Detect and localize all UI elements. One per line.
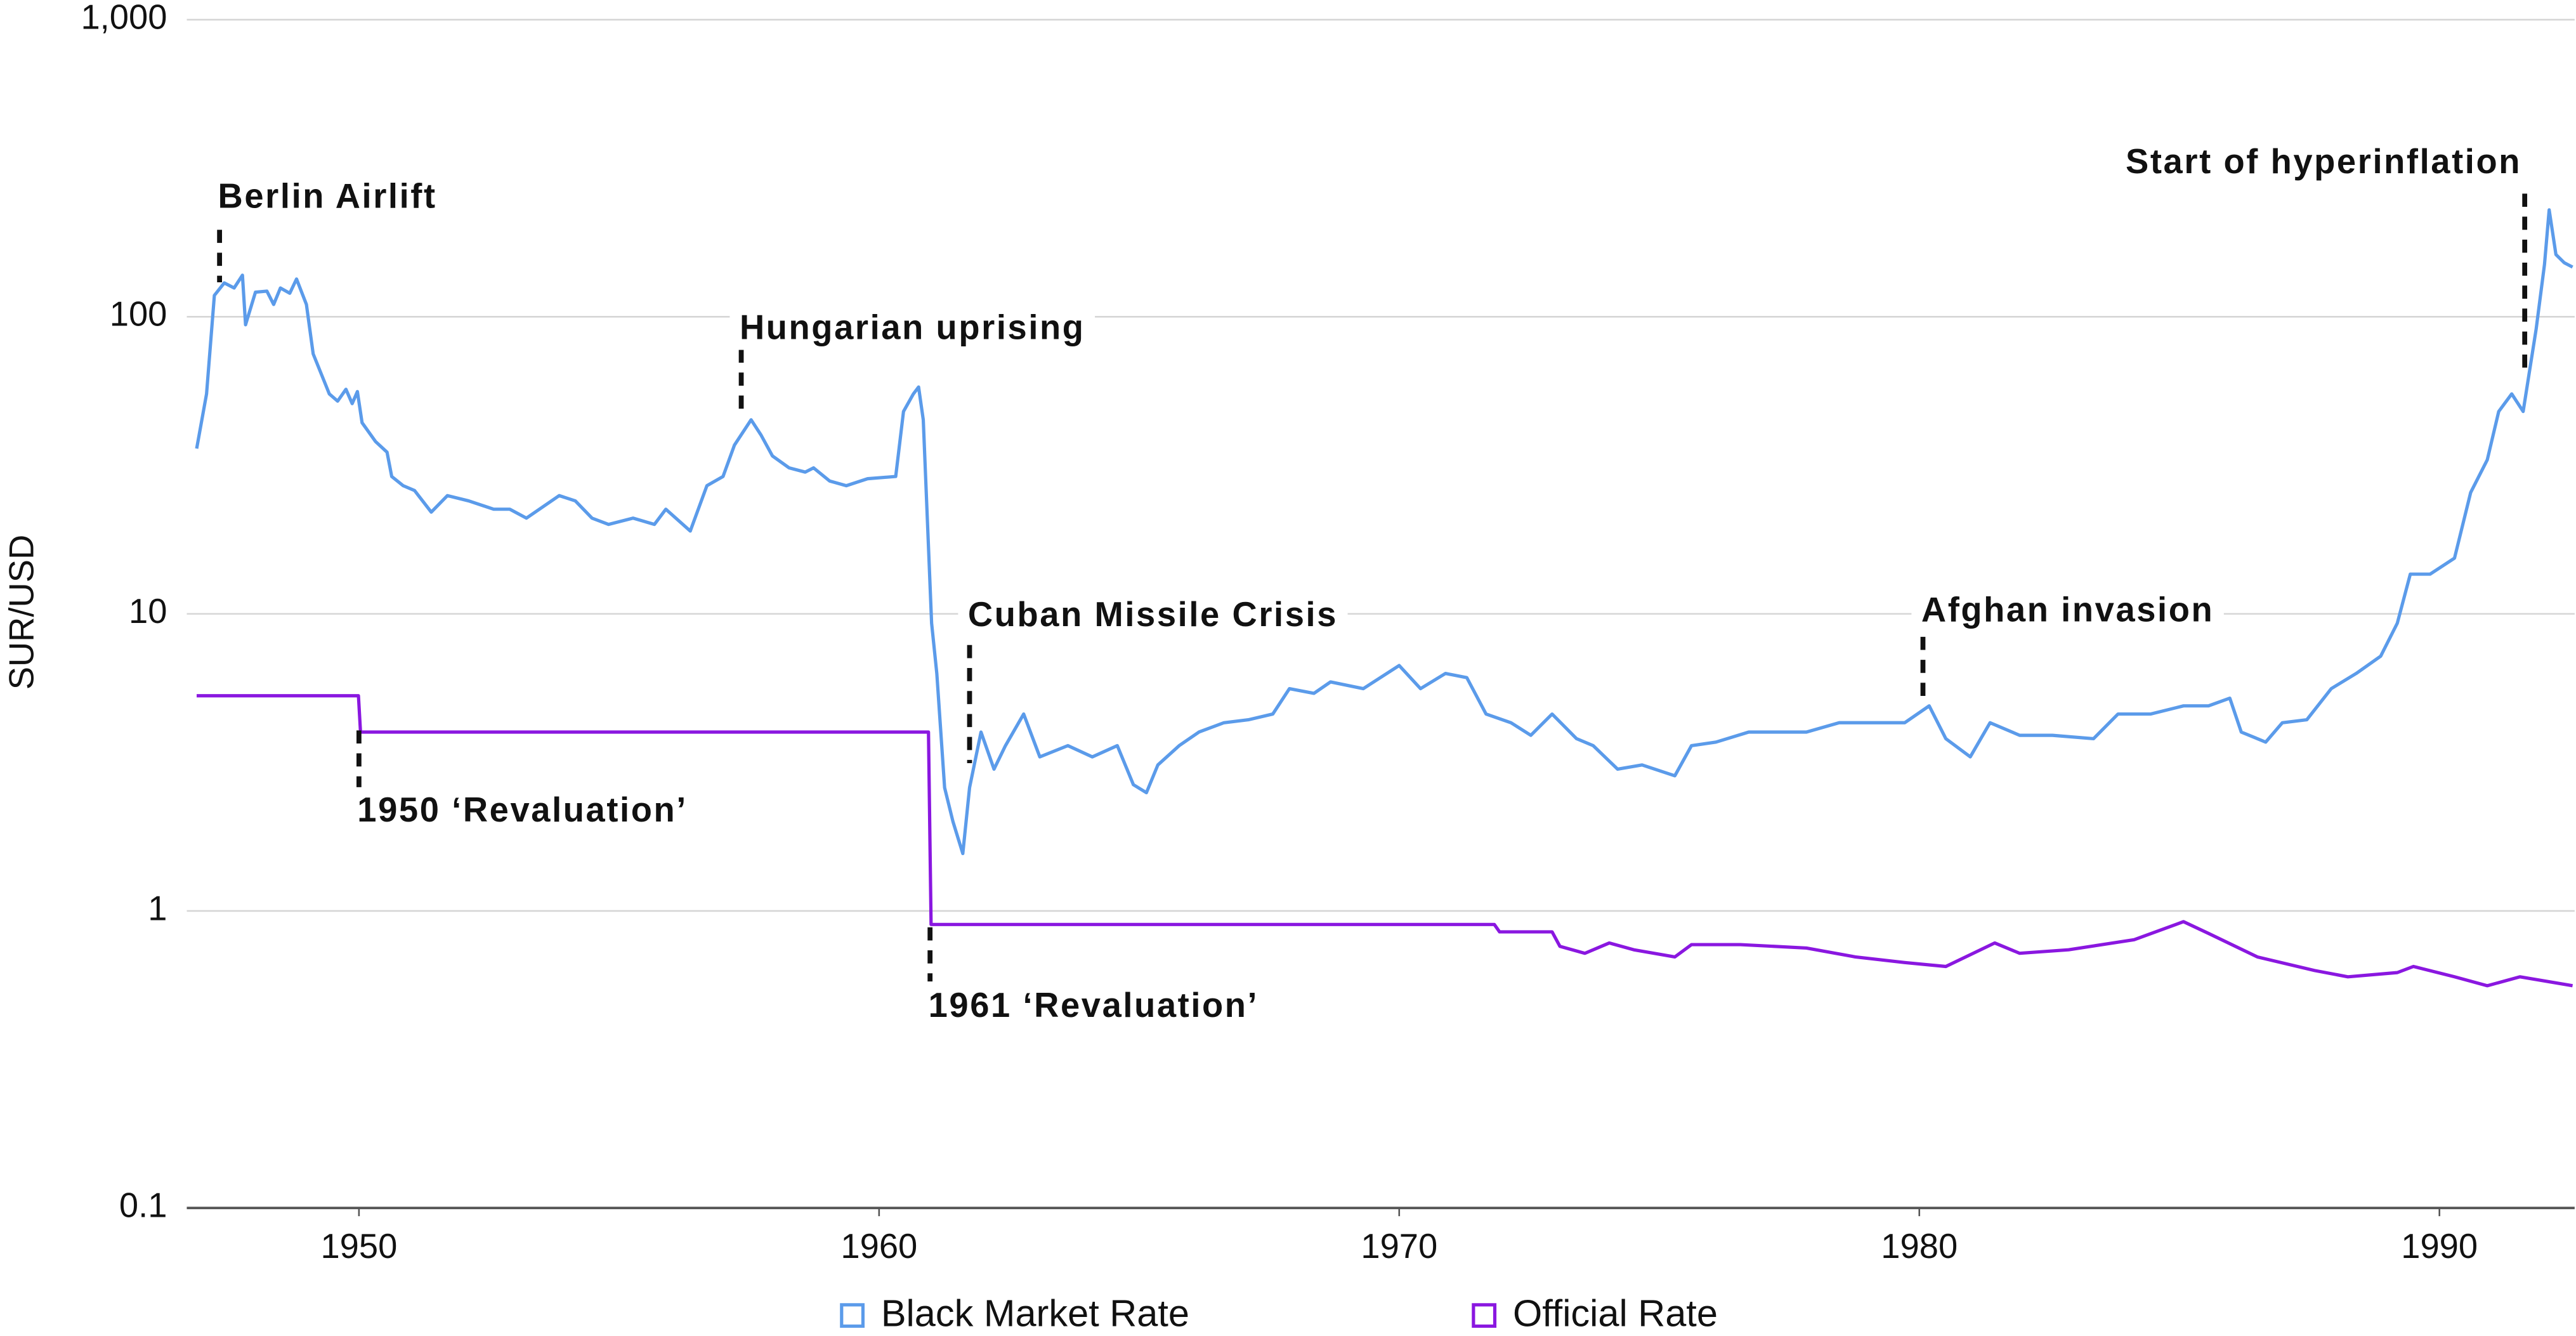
annotation-label: Hungarian uprising <box>740 308 1085 346</box>
legend-swatch <box>1472 1303 1497 1328</box>
x-tick-label: 1950 <box>320 1227 397 1266</box>
x-tick-label: 1980 <box>1881 1227 1958 1266</box>
annotation-label: Cuban Missile Crisis <box>968 595 1338 634</box>
annotation-label: 1950 ‘Revaluation’ <box>357 790 688 829</box>
annotation-label: Berlin Airlift <box>218 176 437 215</box>
annotation-background <box>729 305 1095 350</box>
y-axis-label: SUR/USD <box>3 535 41 690</box>
annotation-background <box>2115 138 2532 185</box>
legend-swatch <box>840 1303 865 1328</box>
series-line <box>197 694 2573 988</box>
legend-label: Black Market Rate <box>881 1292 1189 1335</box>
annotation-background <box>1911 587 2224 632</box>
y-tick-label: 1,000 <box>81 0 167 36</box>
x-tick-label: 1960 <box>840 1227 917 1266</box>
y-tick-label: 100 <box>110 295 167 334</box>
x-tick-label: 1970 <box>1361 1227 1437 1266</box>
annotation-background <box>958 591 1348 638</box>
legend-label: Official Rate <box>1513 1292 1718 1335</box>
y-tick-label: 10 <box>129 592 167 631</box>
annotation-background <box>208 173 447 219</box>
y-tick-label: 1 <box>148 889 167 927</box>
series-line <box>195 208 2573 856</box>
annotation-label: Afghan invasion <box>1921 590 2214 629</box>
annotation-label: Start of hyperinflation <box>2126 142 2521 181</box>
x-tick-label: 1990 <box>2401 1227 2478 1266</box>
y-tick-label: 0.1 <box>119 1186 167 1225</box>
annotation-background <box>919 982 1269 1028</box>
annotation-background <box>347 787 698 833</box>
annotation-label: 1961 ‘Revaluation’ <box>929 986 1259 1025</box>
